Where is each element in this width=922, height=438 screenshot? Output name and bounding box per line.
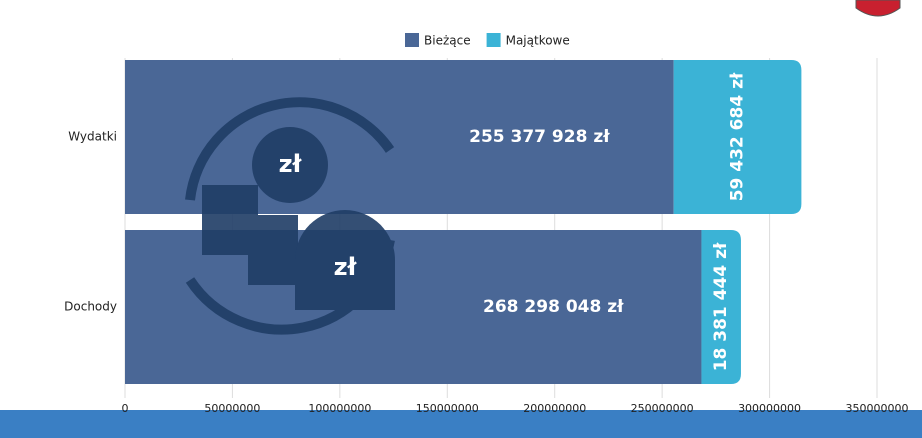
x-tick-label: 350000000 xyxy=(846,402,909,415)
x-tick-label: 250000000 xyxy=(631,402,694,415)
legend-label: Bieżące xyxy=(424,34,471,48)
chart: 0 50000000 100000000 150000000 200000000 2500… xyxy=(0,0,922,438)
value-label: 18 381 444 zł xyxy=(711,242,731,371)
y-tick-label: Dochody xyxy=(64,300,117,314)
icon-label: zł xyxy=(334,253,358,281)
icon-label: zł xyxy=(279,150,303,178)
value-label: 255 377 928 zł xyxy=(469,127,610,147)
x-tick-label: 0 xyxy=(122,402,129,415)
x-tick-label: 150000000 xyxy=(416,402,479,415)
x-tick-label: 200000000 xyxy=(523,402,586,415)
x-tick-label: 50000000 xyxy=(204,402,260,415)
legend-swatch xyxy=(487,33,501,47)
x-tick-label: 300000000 xyxy=(738,402,801,415)
x-tick-label: 100000000 xyxy=(308,402,371,415)
legend-swatch xyxy=(405,33,419,47)
y-tick-label: Wydatki xyxy=(68,130,117,144)
value-label: 59 432 684 zł xyxy=(728,72,748,201)
value-label: 268 298 048 zł xyxy=(483,297,624,317)
legend-label: Majątkowe xyxy=(506,34,570,48)
